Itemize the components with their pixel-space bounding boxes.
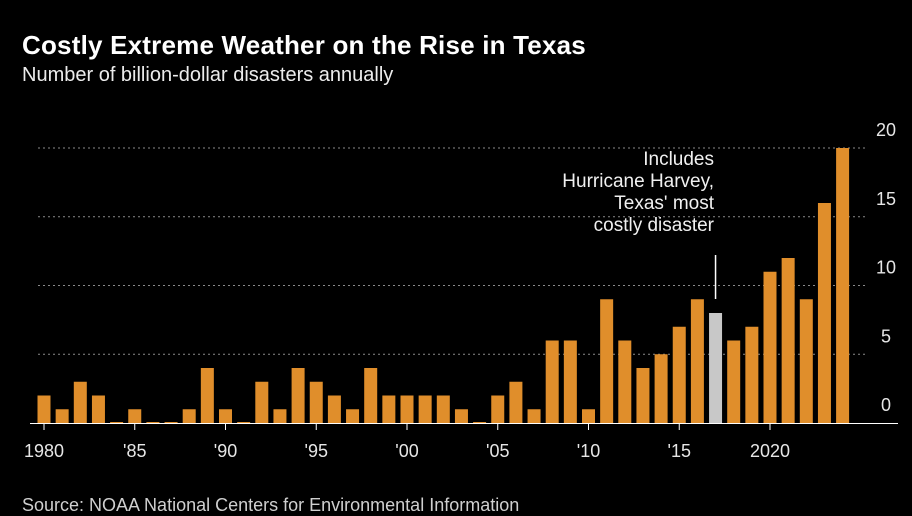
bar-2022: [799, 299, 813, 423]
bar-2021: [781, 258, 795, 423]
annotation-line: Texas' most: [614, 193, 714, 214]
bar-2018: [727, 340, 741, 423]
bar-1984: [110, 422, 124, 423]
bar-1980: [37, 395, 51, 423]
bar-2001: [418, 395, 432, 423]
x-tick-label: 1980: [24, 441, 64, 461]
annotation-line: costly disaster: [594, 215, 715, 236]
bar-1993: [273, 409, 287, 423]
bar-2023: [817, 203, 831, 423]
bar-2009: [563, 340, 577, 423]
bar-2020: [763, 271, 777, 423]
bar-2015: [672, 326, 686, 423]
chart-subtitle: Number of billion-dollar disasters annua…: [22, 64, 394, 86]
x-tick-label: '85: [123, 441, 146, 461]
bar-1987: [164, 422, 178, 423]
bar-2005: [491, 395, 505, 423]
source-note: Source: NOAA National Centers for Enviro…: [22, 495, 520, 515]
bar-1996: [327, 395, 341, 423]
bar-1991: [237, 422, 251, 423]
bar-1985: [128, 409, 142, 423]
bar-1986: [146, 422, 160, 423]
bar-1989: [200, 368, 214, 423]
bar-1990: [219, 409, 232, 423]
bar-2010: [582, 409, 595, 423]
bars: [37, 148, 850, 423]
bar-2008: [545, 340, 559, 423]
bar-2011: [600, 299, 614, 423]
bar-2004: [473, 422, 487, 423]
bar-2016: [690, 299, 704, 423]
bar-1982: [73, 381, 87, 423]
bar-1981: [55, 409, 69, 423]
x-tick-label: '05: [486, 441, 509, 461]
x-tick-label: '00: [395, 441, 418, 461]
bar-2024: [836, 148, 850, 423]
bar-1988: [182, 409, 196, 423]
x-tick-label: '10: [577, 441, 600, 461]
y-tick-label: 20: [876, 120, 896, 140]
bar-1983: [91, 395, 105, 423]
bar-2014: [654, 354, 668, 423]
bar-1992: [255, 381, 269, 423]
bar-2013: [636, 368, 650, 423]
y-tick-label: 5: [881, 326, 891, 346]
bar-2006: [509, 381, 523, 423]
bar-1997: [346, 409, 360, 423]
annotation-line: Includes: [643, 149, 714, 170]
gridlines: [38, 147, 866, 355]
bar-1999: [382, 395, 396, 423]
bar-2019: [745, 326, 759, 423]
bar-2003: [454, 409, 468, 423]
y-tick-label: 0: [881, 395, 891, 415]
bar-1995: [309, 381, 323, 423]
x-tick-label: '90: [214, 441, 237, 461]
x-tick-label: '15: [668, 441, 691, 461]
y-tick-label: 10: [876, 258, 896, 278]
bar-1998: [364, 368, 378, 423]
y-tick-label: 15: [876, 189, 896, 209]
bar-1994: [291, 368, 305, 423]
bar-2007: [527, 409, 541, 423]
bar-2017: [709, 313, 723, 423]
x-tick-label: '95: [305, 441, 328, 461]
chart-title: Costly Extreme Weather on the Rise in Te…: [22, 30, 586, 60]
bar-2000: [400, 395, 414, 423]
annotation-line: Hurricane Harvey,: [562, 171, 714, 192]
bar-2002: [436, 395, 450, 423]
bar-2012: [618, 340, 632, 423]
axes: 0 5 10 15 20 1980 '85 '90 '95 '00 '05 '10 '15 2020: [24, 120, 898, 461]
x-tick-label: 2020: [750, 441, 790, 461]
